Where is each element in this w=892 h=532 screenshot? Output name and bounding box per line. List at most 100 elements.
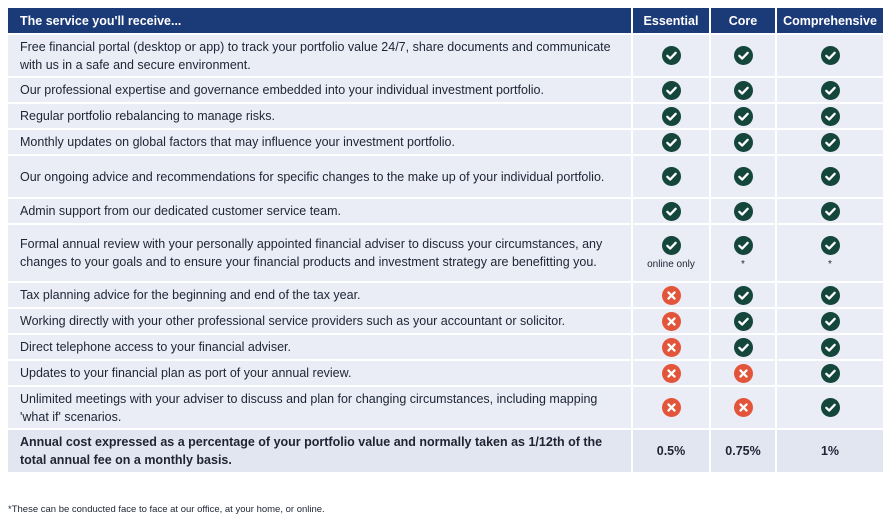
- annual-cost-description: Annual cost expressed as a percentage of…: [8, 428, 631, 472]
- check-circle-icon: [661, 167, 681, 186]
- core-cell: [709, 307, 775, 333]
- essential-cell: [631, 76, 709, 102]
- essential-cell: [631, 128, 709, 154]
- essential-cell: [631, 359, 709, 385]
- table-row: Tax planning advice for the beginning an…: [8, 281, 883, 307]
- comprehensive-cell: [775, 76, 883, 102]
- table-row: Our professional expertise and governanc…: [8, 76, 883, 102]
- service-description: Free financial portal (desktop or app) t…: [8, 33, 631, 76]
- essential-column-header: Essential: [631, 8, 709, 33]
- service-description: Direct telephone access to your financia…: [8, 333, 631, 359]
- cross-circle-icon: [661, 363, 681, 383]
- cross-circle-icon: [661, 398, 681, 417]
- comprehensive-cell: [775, 385, 883, 428]
- comprehensive-column-header: Comprehensive: [775, 8, 883, 33]
- check-circle-icon: [820, 106, 840, 126]
- check-circle-icon: [820, 337, 840, 357]
- service-description: Formal annual review with your personall…: [8, 223, 631, 281]
- table-row: Monthly updates on global factors that m…: [8, 128, 883, 154]
- essential-cell: [631, 307, 709, 333]
- core-note: *: [741, 258, 745, 270]
- check-circle-icon: [820, 132, 840, 152]
- check-circle-icon: [733, 235, 753, 255]
- check-circle-icon: [820, 46, 840, 65]
- core-cell: [709, 359, 775, 385]
- comprehensive-note: *: [828, 258, 832, 270]
- check-circle-icon: [733, 167, 753, 186]
- service-description: Tax planning advice for the beginning an…: [8, 281, 631, 307]
- service-description: Admin support from our dedicated custome…: [8, 197, 631, 223]
- service-description: Our professional expertise and governanc…: [8, 76, 631, 102]
- comprehensive-cell: [775, 281, 883, 307]
- service-description: Unlimited meetings with your adviser to …: [8, 385, 631, 428]
- essential-note: online only: [647, 258, 695, 270]
- core-cell: [709, 154, 775, 197]
- check-circle-icon: [820, 167, 840, 186]
- essential-cell: [631, 33, 709, 76]
- comprehensive-cell: [775, 154, 883, 197]
- check-circle-icon: [661, 80, 681, 100]
- service-description: Regular portfolio rebalancing to manage …: [8, 102, 631, 128]
- comprehensive-cost-value: 1%: [775, 428, 883, 472]
- table-row: Our ongoing advice and recommendations f…: [8, 154, 883, 197]
- table-row: Regular portfolio rebalancing to manage …: [8, 102, 883, 128]
- check-circle-icon: [733, 285, 753, 305]
- service-comparison-table: The service you'll receive... Essential …: [8, 8, 883, 472]
- footnote: *These can be conducted face to face at …: [8, 504, 325, 515]
- check-circle-icon: [733, 106, 753, 126]
- check-circle-icon: [820, 363, 840, 383]
- check-circle-icon: [733, 132, 753, 152]
- service-description: Monthly updates on global factors that m…: [8, 128, 631, 154]
- check-circle-icon: [661, 46, 681, 65]
- comprehensive-cell: [775, 333, 883, 359]
- comprehensive-cell: *: [775, 223, 883, 281]
- core-cell: [709, 281, 775, 307]
- table-row: Admin support from our dedicated custome…: [8, 197, 883, 223]
- essential-cell: [631, 385, 709, 428]
- core-cell: [709, 385, 775, 428]
- check-circle-icon: [661, 235, 681, 255]
- core-cell: [709, 197, 775, 223]
- comprehensive-cell: [775, 102, 883, 128]
- comprehensive-cell: [775, 307, 883, 333]
- core-cell: [709, 76, 775, 102]
- cross-circle-icon: [661, 337, 681, 357]
- core-cell: [709, 33, 775, 76]
- check-circle-icon: [733, 311, 753, 331]
- check-circle-icon: [820, 80, 840, 100]
- comprehensive-cell: [775, 197, 883, 223]
- check-circle-icon: [661, 132, 681, 152]
- comprehensive-cell: [775, 128, 883, 154]
- check-circle-icon: [820, 235, 840, 255]
- essential-cost-value: 0.5%: [631, 428, 709, 472]
- check-circle-icon: [820, 311, 840, 331]
- cross-circle-icon: [661, 285, 681, 305]
- check-circle-icon: [661, 201, 681, 221]
- essential-cell: [631, 281, 709, 307]
- check-circle-icon: [661, 106, 681, 126]
- comprehensive-cell: [775, 359, 883, 385]
- check-circle-icon: [820, 398, 840, 417]
- core-cell: [709, 102, 775, 128]
- comprehensive-cell: [775, 33, 883, 76]
- table-row: Formal annual review with your personall…: [8, 223, 883, 281]
- table-row: Unlimited meetings with your adviser to …: [8, 385, 883, 428]
- annual-cost-row: Annual cost expressed as a percentage of…: [8, 428, 883, 472]
- header-row: The service you'll receive... Essential …: [8, 8, 883, 33]
- service-description: Our ongoing advice and recommendations f…: [8, 154, 631, 197]
- check-circle-icon: [733, 201, 753, 221]
- core-cell: [709, 333, 775, 359]
- essential-cell: [631, 154, 709, 197]
- service-description: Updates to your financial plan as port o…: [8, 359, 631, 385]
- table-row: Updates to your financial plan as port o…: [8, 359, 883, 385]
- essential-cell: [631, 197, 709, 223]
- check-circle-icon: [820, 201, 840, 221]
- core-cost-value: 0.75%: [709, 428, 775, 472]
- essential-cell: [631, 333, 709, 359]
- table-row: Working directly with your other profess…: [8, 307, 883, 333]
- cross-circle-icon: [661, 311, 681, 331]
- check-circle-icon: [733, 80, 753, 100]
- essential-cell: online only: [631, 223, 709, 281]
- cross-circle-icon: [733, 363, 753, 383]
- table-row: Direct telephone access to your financia…: [8, 333, 883, 359]
